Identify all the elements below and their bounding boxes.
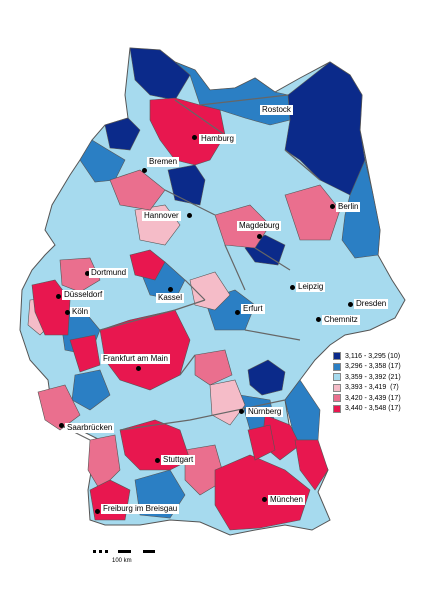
legend-item: 3,420 - 3,439 (17) xyxy=(333,393,401,403)
city-label: Dortmund xyxy=(89,268,129,278)
legend-swatch xyxy=(333,373,341,381)
region-sachsen-anhalt xyxy=(189,271,231,311)
city-dot xyxy=(85,271,90,276)
legend-swatch xyxy=(333,352,341,360)
city-dot xyxy=(290,285,295,290)
scale-label: 100 km xyxy=(112,558,132,564)
legend-label: 3,116 - 3,295 (10) xyxy=(345,352,401,360)
legend-swatch xyxy=(333,362,341,371)
legend-item: 3,359 - 3,392 (21) xyxy=(333,372,401,382)
legend-item: 3,296 - 3,358 (17) xyxy=(333,362,401,372)
city-label: Kassel xyxy=(156,293,185,303)
state-borders xyxy=(59,94,321,441)
city-dot xyxy=(235,310,240,315)
region-niederrhein xyxy=(31,279,71,336)
city-dot xyxy=(316,317,321,322)
city-label: Düsseldorf xyxy=(62,290,105,300)
region-west-coast xyxy=(104,117,141,151)
city-label: Magdeburg xyxy=(237,221,282,231)
city-label: Frankfurt am Main xyxy=(101,354,170,364)
city-label: Hannover xyxy=(142,211,181,221)
city-dot xyxy=(239,409,244,414)
legend-label: 3,359 - 3,392 (21) xyxy=(345,373,401,381)
region-brandenburg-south xyxy=(284,184,341,241)
region-harz xyxy=(129,249,166,281)
city-dot xyxy=(348,302,353,307)
legend-swatch xyxy=(333,404,341,413)
city-dot xyxy=(95,509,100,514)
legend-label: 3,440 - 3,548 (17) xyxy=(345,405,401,412)
city-dot xyxy=(56,294,61,299)
city-label: Hamburg xyxy=(199,134,236,144)
city-dot xyxy=(142,168,147,173)
region-pfalz xyxy=(69,334,101,373)
region-oberbayern xyxy=(214,454,311,531)
city-dot xyxy=(187,213,192,218)
region-ruhr xyxy=(59,257,101,293)
region-ostbayern xyxy=(294,439,329,491)
city-label: Chemnitz xyxy=(322,315,360,325)
city-label: Erfurt xyxy=(241,304,265,314)
region-mittelfranken xyxy=(194,349,233,386)
city-label: Saarbrücken xyxy=(65,423,115,433)
city-label: Nürnberg xyxy=(246,407,284,417)
legend-swatch xyxy=(333,383,341,392)
scale-bar-line xyxy=(93,550,155,553)
city-label: München xyxy=(268,495,305,505)
region-saarland xyxy=(37,384,81,431)
city-label: Leipzig xyxy=(296,282,326,292)
city-dot xyxy=(192,135,197,140)
city-label: Stuttgart xyxy=(161,455,196,465)
region-hamburg-area xyxy=(149,97,226,166)
region-oberpfalz xyxy=(247,424,276,461)
city-label: Berlin xyxy=(336,202,361,212)
legend-item: 3,393 - 3,419 (7) xyxy=(333,383,401,393)
legend-label: 3,296 - 3,358 (17) xyxy=(345,363,401,370)
city-dot xyxy=(65,310,70,315)
city-label: Freiburg im Breisgau xyxy=(101,504,180,514)
region-schleswig xyxy=(129,47,191,101)
region-weser-ems xyxy=(79,139,126,183)
legend-label: 3,393 - 3,419 (7) xyxy=(345,384,399,391)
city-label: Dresden xyxy=(354,299,389,309)
city-label: Köln xyxy=(70,307,91,317)
legend-swatch xyxy=(333,394,341,402)
legend-item: 3,440 - 3,548 (17) xyxy=(333,404,401,414)
legend-item: 3,116 - 3,295 (10) xyxy=(333,351,401,361)
city-dot xyxy=(257,234,262,239)
city-dot xyxy=(59,423,64,428)
city-dot xyxy=(155,458,160,463)
city-dot xyxy=(262,497,267,502)
legend-label: 3,420 - 3,439 (17) xyxy=(345,394,401,402)
city-label: Rostock xyxy=(260,105,293,115)
city-dot xyxy=(330,204,335,209)
region-bremen-area xyxy=(109,169,166,211)
scale-bar: 100 km xyxy=(93,550,155,564)
city-dot xyxy=(168,287,173,292)
city-dot xyxy=(136,366,141,371)
region-rheinhessen xyxy=(71,369,111,411)
city-label: Bremen xyxy=(147,157,180,167)
region-vogtland xyxy=(247,359,286,396)
map-legend: 3,116 - 3,295 (10) 3,296 - 3,358 (17) 3,… xyxy=(333,351,401,414)
region-brandenburg-east xyxy=(341,159,381,259)
